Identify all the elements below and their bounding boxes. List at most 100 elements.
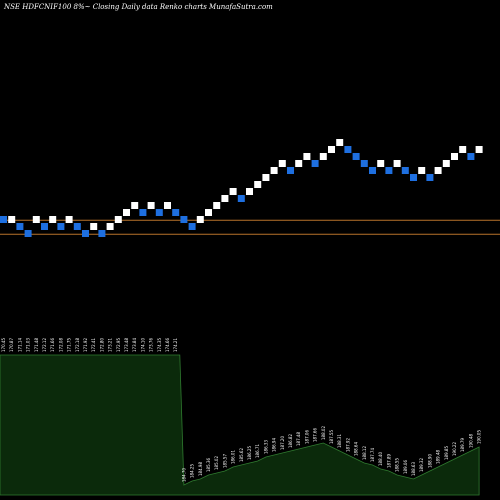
- value-label: 188.64: [354, 442, 359, 456]
- renko-brick: [41, 223, 48, 230]
- value-label: 185.02: [214, 456, 219, 470]
- renko-brick: [237, 195, 245, 202]
- value-label: 173.48: [124, 338, 129, 352]
- value-label: 186.01: [231, 450, 236, 464]
- renko-brick: [442, 160, 450, 167]
- renko-brick: [155, 209, 163, 216]
- value-label: 184.98: [198, 462, 203, 476]
- value-label: 171.14: [17, 338, 22, 352]
- renko-brick: [254, 181, 262, 188]
- value-label: 173.21: [108, 338, 113, 352]
- renko-brick: [131, 202, 139, 209]
- renko-brick: [0, 216, 7, 223]
- renko-brick: [459, 146, 467, 153]
- renko-brick: [65, 216, 73, 223]
- value-label: 187.89: [386, 454, 391, 468]
- renko-brick: [123, 209, 130, 216]
- value-label: 190.22: [452, 442, 457, 456]
- value-label: 188.12: [362, 446, 367, 460]
- value-label: 171.48: [34, 338, 39, 352]
- value-label: 188.90: [427, 454, 432, 468]
- chart-title: NSE HDFCNIF100 8%~ Closing Daily data Re…: [3, 3, 273, 11]
- renko-brick: [164, 202, 171, 209]
- renko-brick: [172, 209, 180, 216]
- renko-brick: [213, 202, 221, 209]
- value-label: 173.84: [132, 338, 137, 352]
- value-label: 187.74: [370, 448, 375, 462]
- value-label: 172.08: [58, 338, 63, 352]
- renko-brick: [221, 195, 229, 202]
- renko-brick: [188, 223, 196, 230]
- renko-brick: [114, 216, 122, 223]
- value-label: 173.76: [149, 338, 154, 352]
- renko-brick: [229, 188, 237, 195]
- renko-brick: [360, 160, 368, 167]
- volume-panel: [0, 354, 480, 496]
- value-label: 172.41: [91, 338, 96, 352]
- value-label: 174.35: [157, 338, 162, 352]
- value-label: 188.02: [321, 426, 326, 440]
- value-label: 186.82: [288, 434, 293, 448]
- value-label: 171.66: [50, 338, 55, 352]
- renko-brick: [426, 174, 434, 181]
- value-label: 187.48: [296, 432, 301, 446]
- renko-brick: [246, 188, 253, 195]
- value-label: 170.87: [9, 338, 14, 352]
- value-label: 188.31: [337, 434, 342, 448]
- renko-brick: [73, 223, 81, 230]
- renko-brick: [328, 146, 335, 153]
- value-label: 187.06: [304, 430, 309, 444]
- value-label: 186.94: [272, 438, 277, 452]
- renko-brick: [32, 216, 40, 223]
- value-label: 185.57: [222, 454, 227, 468]
- value-label: 172.95: [116, 338, 121, 352]
- renko-brick: [311, 160, 319, 167]
- renko-brick: [147, 202, 155, 209]
- value-label: 174.21: [173, 338, 178, 352]
- renko-brick: [57, 223, 65, 230]
- renko-brick: [401, 167, 409, 174]
- renko-brick: [352, 153, 360, 160]
- value-label: 185.36: [206, 458, 211, 472]
- renko-brick: [344, 146, 352, 153]
- renko-brick: [24, 230, 32, 237]
- value-label: 186.71: [255, 444, 260, 458]
- renko-brick: [106, 223, 114, 230]
- renko-brick: [287, 167, 294, 174]
- value-label: 171.75: [67, 338, 72, 352]
- renko-brick: [434, 167, 442, 174]
- value-label: 185.62: [239, 448, 244, 462]
- renko-brick: [90, 223, 98, 230]
- renko-brick: [369, 167, 376, 174]
- value-label: 171.03: [26, 338, 31, 352]
- value-label: 186.33: [263, 440, 268, 454]
- value-label: 188.55: [395, 458, 400, 472]
- value-label: 187.20: [280, 436, 285, 450]
- renko-bricks: [0, 139, 483, 237]
- renko-brick: [475, 146, 483, 153]
- renko-brick: [180, 216, 188, 223]
- value-label: 172.18: [75, 338, 80, 352]
- renko-brick: [98, 230, 106, 237]
- value-label: 184.70: [181, 468, 186, 482]
- renko-brick: [8, 216, 16, 223]
- renko-brick: [410, 174, 417, 181]
- value-labels: 170.45 170.87 171.14 171.03 171.48 172.12 171.…: [1, 338, 482, 482]
- renko-brick: [139, 209, 147, 216]
- renko-brick: [196, 216, 204, 223]
- value-label: 187.92: [345, 438, 350, 452]
- value-label: 190.48: [468, 434, 473, 448]
- value-label: 186.25: [247, 446, 252, 460]
- value-label: 174.66: [165, 338, 170, 352]
- renko-brick: [336, 139, 344, 146]
- value-label: 187.66: [313, 428, 318, 442]
- value-label: 172.80: [99, 338, 104, 352]
- renko-brick: [303, 153, 311, 160]
- renko-brick: [393, 160, 401, 167]
- value-label: 184.25: [190, 464, 195, 478]
- renko-brick: [319, 153, 327, 160]
- value-label: 170.45: [1, 338, 6, 352]
- renko-brick: [377, 160, 385, 167]
